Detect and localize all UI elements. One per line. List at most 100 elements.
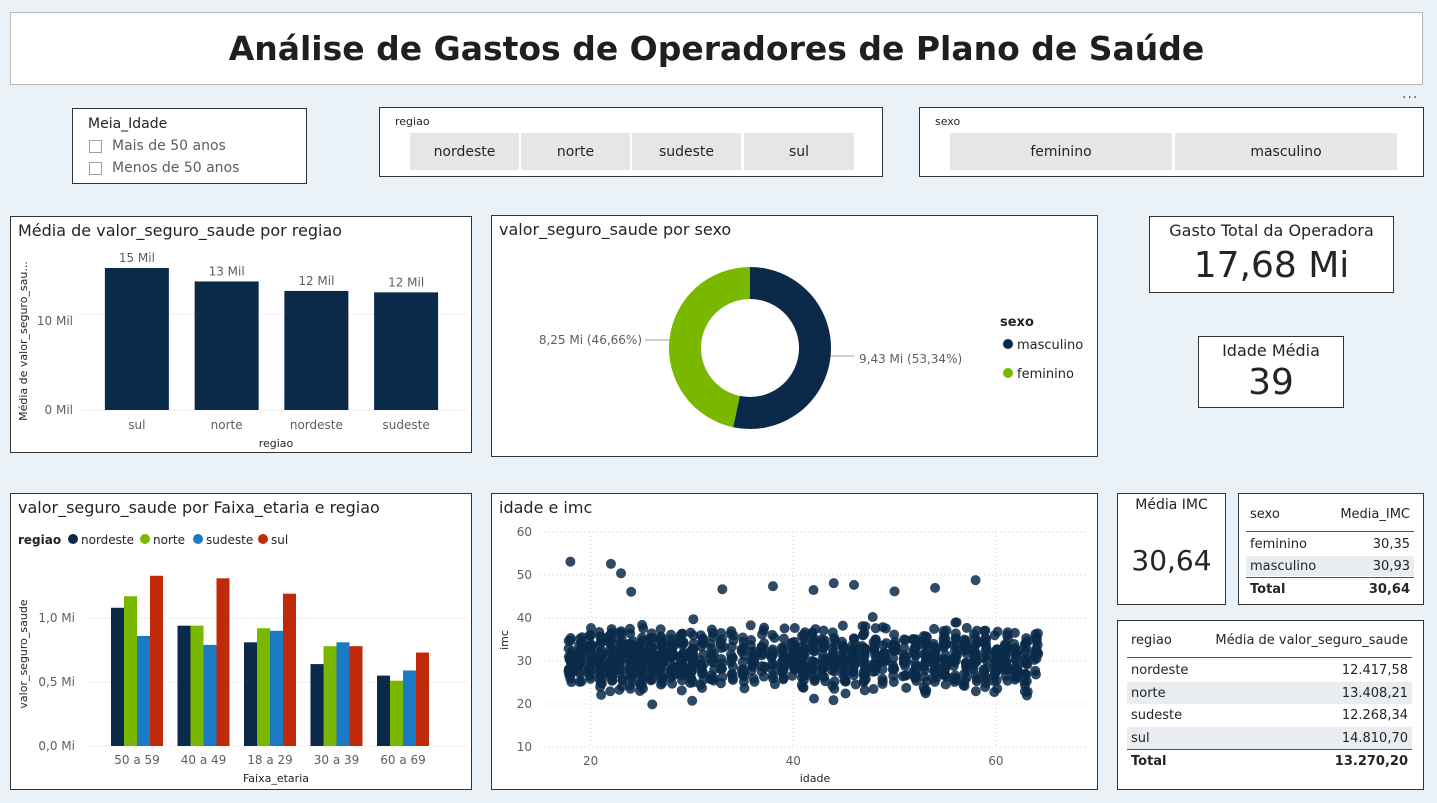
legend-marker-nordeste xyxy=(68,534,78,544)
chart-valor-faixa-regiao[interactable]: valor_seguro_saude por Faixa_etaria e re… xyxy=(10,493,472,790)
chart-media-valor-regiao[interactable]: Média de valor_seguro_saude por regiao M… xyxy=(10,216,472,453)
scatter-point xyxy=(737,669,748,680)
scatter-point xyxy=(840,688,851,699)
scatter-point xyxy=(950,633,961,644)
scatter-point xyxy=(583,664,594,675)
scatter-point xyxy=(746,646,757,657)
slicer-tile-feminino[interactable]: feminino xyxy=(950,133,1172,170)
checkbox-icon[interactable] xyxy=(89,161,102,175)
scatter-point xyxy=(979,625,990,636)
slicer-tile-norte[interactable]: norte xyxy=(521,133,630,170)
scatter-point xyxy=(789,623,800,634)
column-header[interactable]: sexo xyxy=(1250,506,1280,522)
y-tick-label: 40 xyxy=(517,611,532,625)
table-row[interactable]: sul 14.810,70 xyxy=(1127,727,1412,749)
legend-label-sudeste[interactable]: sudeste xyxy=(206,533,253,547)
slicer-tile-masculino[interactable]: masculino xyxy=(1175,133,1397,170)
clustered-bar-chart[interactable]: regiao nordeste norte sudeste sul valor_… xyxy=(11,494,471,789)
scatter-point xyxy=(958,680,969,691)
scatter-point xyxy=(667,640,678,651)
cell: 12.268,34 xyxy=(1341,707,1408,723)
scatter-point xyxy=(929,676,940,687)
scatter-point xyxy=(860,664,871,675)
scatter-point xyxy=(715,663,726,674)
scatter-point xyxy=(909,643,920,654)
legend-label-nordeste[interactable]: nordeste xyxy=(81,533,134,547)
slicer-option-menos-50[interactable]: Menos de 50 anos xyxy=(89,160,239,176)
bar-norte xyxy=(390,680,403,746)
legend-label-sul[interactable]: sul xyxy=(271,533,288,547)
scatter-point xyxy=(655,670,666,681)
scatter-point xyxy=(758,671,769,682)
scatter-point xyxy=(605,668,616,679)
scatter-point xyxy=(668,648,679,659)
scatter-point xyxy=(596,632,607,643)
cell: 13.270,20 xyxy=(1334,753,1408,769)
scatter-point xyxy=(576,676,587,687)
table-row[interactable]: norte 13.408,21 xyxy=(1127,682,1412,704)
cell: norte xyxy=(1131,685,1166,701)
scatter-point xyxy=(961,658,972,669)
scatter-point xyxy=(636,669,647,680)
scatter-point xyxy=(606,646,617,657)
scatter-point xyxy=(778,662,789,673)
bar-chart-regiao[interactable]: Média de valor_seguro_sau... regiao 0 Mi… xyxy=(11,217,471,452)
scatter-point xyxy=(657,659,668,670)
column-header[interactable]: Média de valor_seguro_saude xyxy=(1215,632,1408,648)
scatter-point xyxy=(727,669,738,680)
donut-chart-sexo[interactable]: 8,25 Mi (46,66%) 9,43 Mi (53,34%) sexo m… xyxy=(492,216,1097,456)
scatter-point xyxy=(837,620,848,631)
slicer-tile-nordeste[interactable]: nordeste xyxy=(410,133,519,170)
table-row[interactable]: nordeste 12.417,58 xyxy=(1127,660,1412,680)
cell: 30,93 xyxy=(1372,558,1410,574)
scatter-point xyxy=(628,636,639,647)
scatter-point xyxy=(706,643,717,654)
scatter-point xyxy=(786,638,797,649)
scatter-chart[interactable]: imc idade 10 20 30 40 50 60 20 40 60 xyxy=(492,494,1097,789)
scatter-point xyxy=(1002,627,1013,638)
cell: sudeste xyxy=(1131,707,1183,723)
slicer-tile-sudeste[interactable]: sudeste xyxy=(632,133,741,170)
scatter-point xyxy=(859,685,870,696)
scatter-point xyxy=(829,632,840,643)
legend-marker-feminino xyxy=(1003,368,1013,378)
legend-label-masculino[interactable]: masculino xyxy=(1017,338,1083,353)
data-label: 15 Mil xyxy=(119,251,155,265)
scatter-point xyxy=(897,671,908,682)
chart-valor-sexo[interactable]: valor_seguro_saude por sexo 8,25 Mi (46,… xyxy=(491,215,1098,457)
scatter-point xyxy=(676,656,687,667)
scatter-point xyxy=(970,686,981,697)
cell: nordeste xyxy=(1131,662,1189,678)
scatter-point xyxy=(726,626,737,637)
cell: 13.408,21 xyxy=(1341,685,1408,701)
table-row[interactable]: masculino 30,93 xyxy=(1246,556,1414,576)
slicer-option-mais-50[interactable]: Mais de 50 anos xyxy=(89,138,226,154)
legend-marker-sudeste xyxy=(193,534,203,544)
scatter-point xyxy=(616,649,627,660)
chart-idade-imc[interactable]: idade e imc imc idade 10 20 30 40 50 60 20 40 60 xyxy=(491,493,1098,790)
table-row[interactable]: feminino 30,35 xyxy=(1246,534,1414,554)
checkbox-icon[interactable] xyxy=(89,139,102,153)
scatter-point xyxy=(768,673,779,684)
bar xyxy=(374,292,439,410)
scatter-point xyxy=(971,625,982,636)
scatter-point xyxy=(868,684,879,695)
more-options-icon[interactable]: ... xyxy=(1402,86,1419,102)
scatter-point xyxy=(605,657,616,668)
scatter-point xyxy=(668,669,679,680)
scatter-point xyxy=(961,622,972,633)
legend-label-norte[interactable]: norte xyxy=(153,533,185,547)
scatter-point xyxy=(938,626,949,637)
y-tick-label: 50 xyxy=(517,568,532,582)
cell: 14.810,70 xyxy=(1341,730,1408,746)
legend-label-feminino[interactable]: feminino xyxy=(1017,367,1074,382)
scatter-point xyxy=(809,693,820,704)
slicer-tile-sul[interactable]: sul xyxy=(744,133,854,170)
column-header[interactable]: Media_IMC xyxy=(1340,506,1410,522)
column-header[interactable]: regiao xyxy=(1131,632,1172,648)
scatter-point xyxy=(869,649,880,660)
scatter-point xyxy=(938,633,949,644)
y-tick-label: 10 Mil xyxy=(37,314,73,328)
scatter-point xyxy=(617,665,628,676)
table-row[interactable]: sudeste 12.268,34 xyxy=(1127,705,1412,725)
